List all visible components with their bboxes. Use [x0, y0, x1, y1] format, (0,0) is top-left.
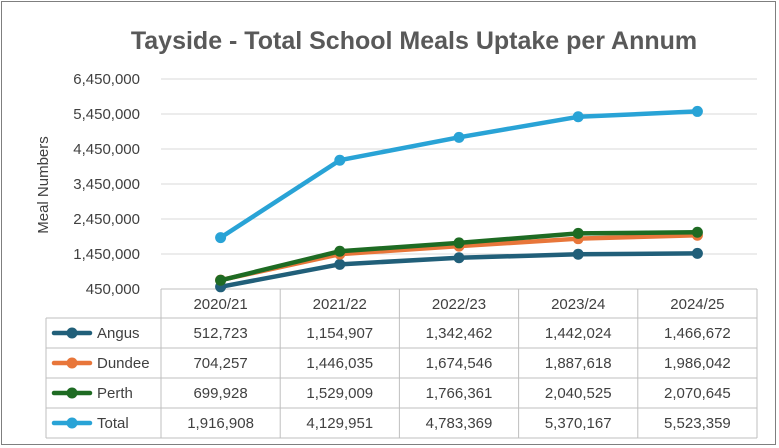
data-point — [215, 232, 227, 244]
data-point — [334, 258, 346, 270]
data-label: 1,342,462 — [426, 325, 493, 342]
data-table: 2020/21 2021/22 2022/23 2023/24 2024/25 Angus… — [45, 288, 758, 439]
y-tick-label: 450,000 — [86, 281, 140, 298]
y-tick-label: 5,450,000 — [73, 106, 140, 123]
data-point — [453, 252, 465, 264]
data-label: 1,466,672 — [664, 325, 731, 342]
data-point — [453, 237, 465, 249]
y-tick-labels: 6,450,000 5,450,000 4,450,000 3,450,000 2,45… — [73, 71, 140, 298]
x-tick-label: 2022/23 — [432, 296, 486, 313]
legend-marker — [66, 357, 78, 369]
data-point — [215, 274, 227, 286]
legend-entry: Angus — [97, 325, 140, 342]
data-label: 5,370,167 — [545, 415, 612, 432]
series-lines — [215, 105, 703, 293]
data-label: 1,887,618 — [545, 355, 612, 372]
data-point — [453, 131, 465, 143]
data-point — [691, 247, 703, 259]
data-label: 1,442,024 — [545, 325, 612, 342]
data-point — [572, 227, 584, 239]
data-point — [691, 226, 703, 238]
y-axis-label: Meal Numbers — [35, 136, 52, 234]
data-label: 1,154,907 — [306, 325, 373, 342]
gridlines — [161, 78, 757, 255]
legend-marker — [66, 417, 78, 429]
y-tick-label: 1,450,000 — [73, 246, 140, 263]
legend-entry: Perth — [97, 385, 133, 402]
data-label: 1,986,042 — [664, 355, 731, 372]
x-tick-label: 2020/21 — [193, 296, 247, 313]
data-label: 699,928 — [193, 385, 247, 402]
y-tick-label: 2,450,000 — [73, 211, 140, 228]
data-label: 512,723 — [193, 325, 247, 342]
x-tick-label: 2024/25 — [670, 296, 724, 313]
data-label: 1,674,546 — [426, 355, 493, 372]
x-tick-label: 2021/22 — [313, 296, 367, 313]
legend-marker — [66, 327, 78, 339]
data-label: 1,529,009 — [306, 385, 373, 402]
data-label: 1,916,908 — [187, 415, 254, 432]
data-label: 704,257 — [193, 355, 247, 372]
data-point — [334, 245, 346, 257]
legend-entry: Total — [97, 415, 129, 432]
x-tick-label: 2023/24 — [551, 296, 605, 313]
data-label: 2,070,645 — [664, 385, 731, 402]
data-label: 2,040,525 — [545, 385, 612, 402]
data-point — [572, 248, 584, 260]
chart-title: Tayside - Total School Meals Uptake per … — [131, 27, 697, 55]
y-tick-label: 4,450,000 — [73, 141, 140, 158]
y-tick-label: 3,450,000 — [73, 176, 140, 193]
y-tick-label: 6,450,000 — [73, 71, 140, 88]
data-label: 1,766,361 — [426, 385, 493, 402]
legend-entry: Dundee — [97, 355, 150, 372]
data-label: 5,523,359 — [664, 415, 731, 432]
data-label: 1,446,035 — [306, 355, 373, 372]
legend-marker — [66, 387, 78, 399]
data-label: 4,129,951 — [306, 415, 373, 432]
data-point — [334, 154, 346, 166]
data-point — [572, 111, 584, 123]
data-label: 4,783,369 — [426, 415, 493, 432]
data-point — [691, 105, 703, 117]
